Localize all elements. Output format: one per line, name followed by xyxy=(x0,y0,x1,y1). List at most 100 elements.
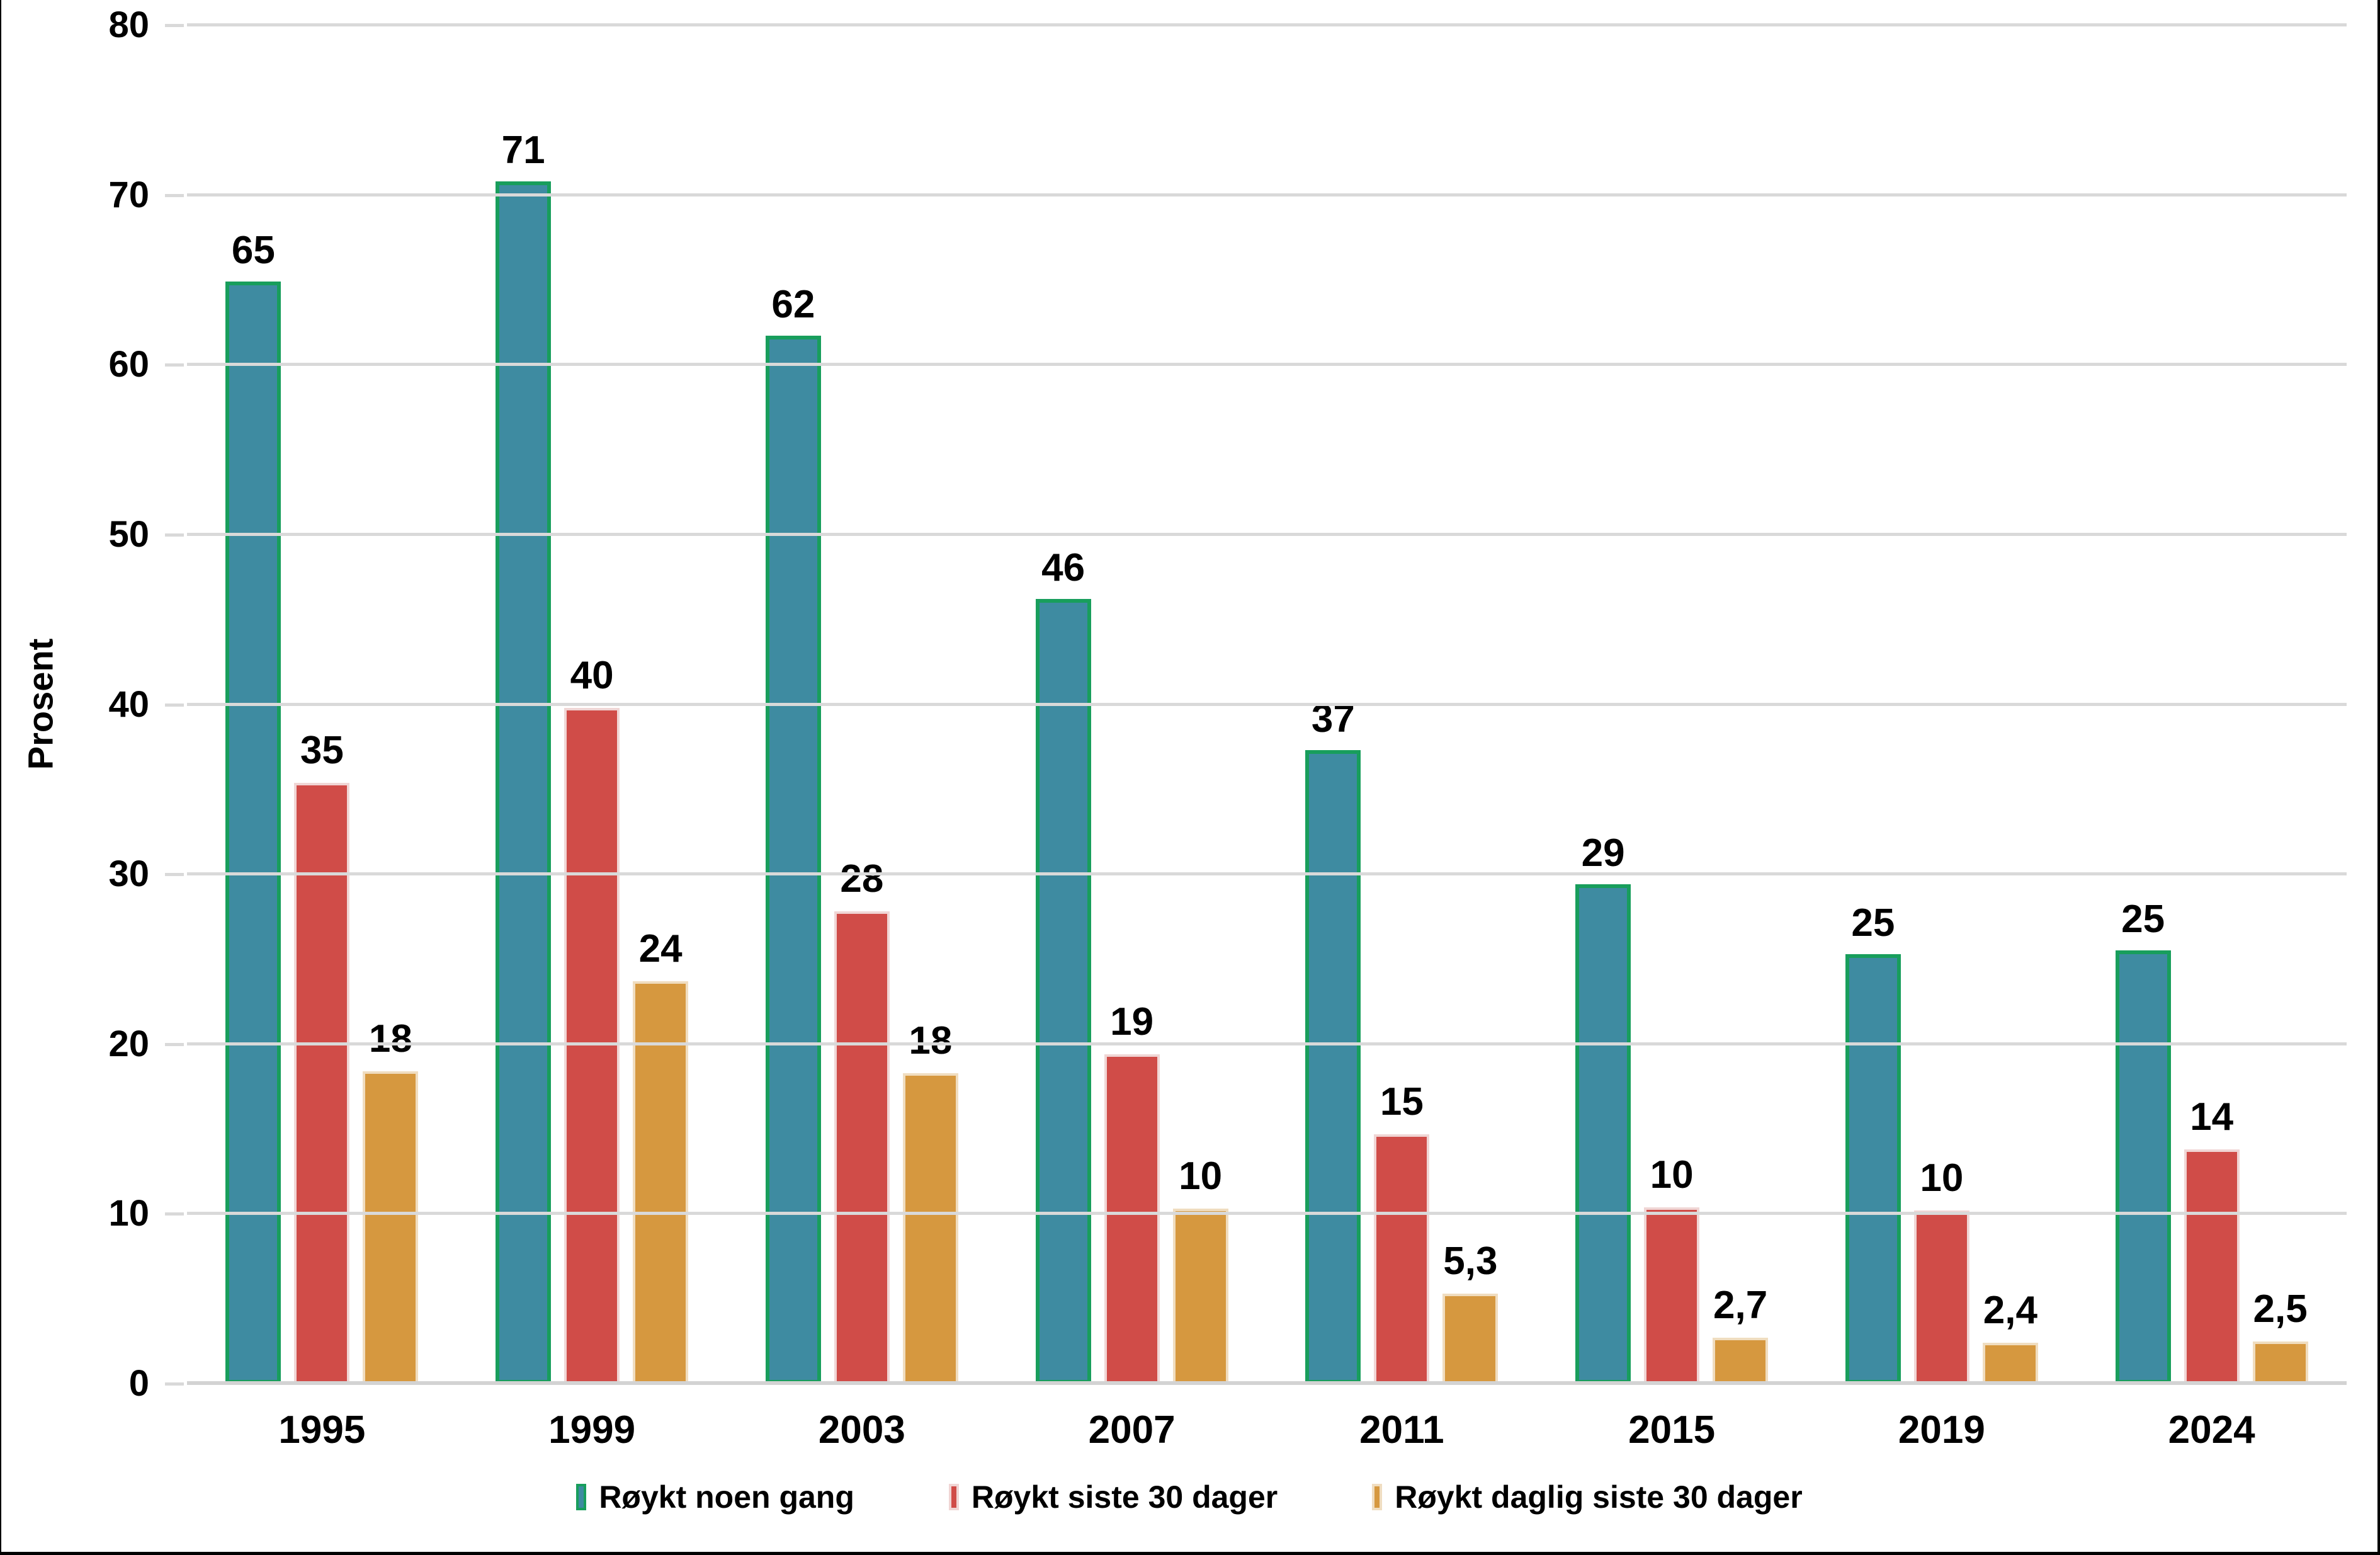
bar-r-ykt-siste-30-dager-2011: 15 xyxy=(1374,1082,1430,1384)
x-axis-label-2024: 2024 xyxy=(2168,1408,2255,1452)
bar-r-ykt-noen-gang-1999: 71 xyxy=(496,131,552,1384)
x-axis-label-2015: 2015 xyxy=(1628,1408,1716,1452)
bar-value-label-r-ykt-daglig-siste-30-dager-2019: 2,4 xyxy=(1983,1289,2037,1333)
gridline-70 xyxy=(187,193,2347,197)
y-axis-tick-10 xyxy=(165,1212,184,1216)
bar-value-label-r-ykt-siste-30-dager-2003: 28 xyxy=(840,857,884,901)
bar-r-ykt-siste-30-dager-2003: 28 xyxy=(834,860,890,1384)
y-tick-label-30: 30 xyxy=(108,853,149,895)
bar-value-label-r-ykt-daglig-siste-30-dager-2011: 5,3 xyxy=(1443,1239,1498,1284)
bar-r-ykt-noen-gang-2003: 62 xyxy=(765,285,821,1384)
bar-value-label-r-ykt-noen-gang-2024: 25 xyxy=(2121,897,2165,942)
y-tick-label-60: 60 xyxy=(108,344,149,385)
bar-value-label-r-ykt-siste-30-dager-2019: 10 xyxy=(1920,1156,1964,1200)
bar-value-label-r-ykt-daglig-siste-30-dager-2015: 2,7 xyxy=(1713,1284,1768,1328)
x-axis-labels: 1995 1999 2003 2007 2011 2015 2019 2024 xyxy=(187,1411,2347,1450)
bar-value-label-r-ykt-siste-30-dager-1995: 35 xyxy=(300,728,344,772)
bar-value-label-r-ykt-siste-30-dager-1999: 40 xyxy=(570,653,614,697)
gridline-40 xyxy=(187,702,2347,706)
gridline-0 xyxy=(187,1381,2347,1385)
bar-value-label-r-ykt-siste-30-dager-2007: 19 xyxy=(1110,1000,1154,1044)
legend-label-r-ykt-siste-30-dager: Røykt siste 30 dager xyxy=(971,1479,1278,1515)
bar-value-label-r-ykt-daglig-siste-30-dager-2024: 2,5 xyxy=(2253,1287,2308,1331)
bar-value-label-r-ykt-daglig-siste-30-dager-2003: 18 xyxy=(909,1018,953,1062)
legend-item-r-ykt-noen-gang: Røykt noen gang xyxy=(576,1481,854,1513)
bar-group-1999: 71 40 24 xyxy=(457,25,727,1384)
bar-r-ykt-noen-gang-2019: 25 xyxy=(1845,903,1901,1384)
bar-group-2024: 25 14 2,5 xyxy=(2077,25,2347,1384)
bar-r-ykt-daglig-siste-30-dager-2024: 2,5 xyxy=(2252,1289,2308,1384)
y-axis-tick-30 xyxy=(165,873,184,877)
bar-group-1995: 65 35 18 xyxy=(187,25,457,1384)
bar-value-label-r-ykt-siste-30-dager-2024: 14 xyxy=(2190,1095,2234,1139)
bar-r-ykt-siste-30-dager-1999: 40 xyxy=(564,656,620,1384)
legend: Røykt noen gang Røykt siste 30 dager Røykt… xyxy=(1,1481,2377,1513)
bar-r-ykt-siste-30-dager-2019: 10 xyxy=(1913,1158,1969,1384)
gridline-80 xyxy=(187,23,2347,26)
legend-item-r-ykt-daglig-siste-30-dager: Røykt daglig siste 30 dager xyxy=(1372,1479,1803,1515)
gridline-30 xyxy=(187,872,2347,876)
bar-value-label-r-ykt-siste-30-dager-2011: 15 xyxy=(1380,1079,1424,1124)
x-axis-label-2007: 2007 xyxy=(1088,1408,1176,1452)
bar-r-ykt-daglig-siste-30-dager-1995: 18 xyxy=(363,1019,419,1384)
bar-group-2003: 62 28 18 xyxy=(727,25,997,1384)
bar-r-ykt-noen-gang-1995: 65 xyxy=(225,231,281,1384)
bar-value-label-r-ykt-noen-gang-2003: 62 xyxy=(771,283,815,327)
legend-label-r-ykt-noen-gang: Røykt noen gang xyxy=(599,1479,854,1515)
bar-r-ykt-noen-gang-2011: 37 xyxy=(1305,700,1361,1384)
gridline-50 xyxy=(187,532,2347,536)
bar-r-ykt-noen-gang-2007: 46 xyxy=(1035,549,1091,1384)
bar-value-label-r-ykt-noen-gang-2011: 37 xyxy=(1311,697,1355,741)
bar-group-2007: 46 19 10 xyxy=(997,25,1267,1384)
y-axis-tick-70 xyxy=(165,193,184,197)
bar-r-ykt-daglig-siste-30-dager-2007: 10 xyxy=(1172,1157,1228,1384)
y-axis-tick-20 xyxy=(165,1042,184,1046)
bar-value-label-r-ykt-noen-gang-1995: 65 xyxy=(231,229,275,273)
bar-r-ykt-daglig-siste-30-dager-2003: 18 xyxy=(902,1021,958,1384)
x-axis-label-2011: 2011 xyxy=(1359,1408,1444,1452)
bar-value-label-r-ykt-noen-gang-1999: 71 xyxy=(501,128,545,173)
gridline-20 xyxy=(187,1042,2347,1045)
bar-group-2019: 25 10 2,4 xyxy=(1807,25,2077,1384)
legend-swatch-r-ykt-daglig-siste-30-dager xyxy=(1372,1484,1383,1510)
bar-r-ykt-noen-gang-2024: 25 xyxy=(2115,900,2171,1384)
bar-r-ykt-daglig-siste-30-dager-2015: 2,7 xyxy=(1713,1286,1769,1384)
bar-r-ykt-daglig-siste-30-dager-2011: 5,3 xyxy=(1442,1242,1499,1384)
y-axis-tick-0 xyxy=(165,1382,184,1386)
y-axis-tick-50 xyxy=(165,533,184,537)
gridline-60 xyxy=(187,363,2347,367)
x-axis-label-1999: 1999 xyxy=(548,1408,636,1452)
bar-r-ykt-noen-gang-2015: 29 xyxy=(1575,834,1631,1384)
x-axis-label-1995: 1995 xyxy=(278,1408,366,1452)
y-tick-label-70: 70 xyxy=(108,174,149,215)
bar-value-label-r-ykt-noen-gang-2019: 25 xyxy=(1851,901,1895,945)
bar-value-label-r-ykt-noen-gang-2007: 46 xyxy=(1041,546,1085,590)
bar-group-2015: 29 10 2,7 xyxy=(1537,25,1807,1384)
bar-r-ykt-siste-30-dager-2015: 10 xyxy=(1644,1155,1700,1384)
y-axis-tick-40 xyxy=(165,703,184,707)
y-tick-label-40: 40 xyxy=(108,683,149,725)
bar-r-ykt-daglig-siste-30-dager-2019: 2,4 xyxy=(1982,1291,2038,1384)
legend-swatch-r-ykt-noen-gang xyxy=(576,1484,587,1510)
y-tick-label-50: 50 xyxy=(108,513,149,555)
y-tick-label-80: 80 xyxy=(108,4,149,45)
legend-swatch-r-ykt-siste-30-dager xyxy=(948,1484,959,1510)
x-axis-label-2003: 2003 xyxy=(818,1408,905,1452)
y-axis-tick-60 xyxy=(165,363,184,367)
bar-r-ykt-siste-30-dager-2024: 14 xyxy=(2184,1097,2240,1384)
bar-groups: 65 35 18 71 40 24 62 28 18 46 19 10 37 15 5,3 29 10 2,7 25… xyxy=(187,25,2347,1384)
x-axis-label-2019: 2019 xyxy=(1898,1408,1985,1452)
bar-r-ykt-daglig-siste-30-dager-1999: 24 xyxy=(633,930,689,1384)
y-tick-label-20: 20 xyxy=(108,1023,149,1064)
y-axis-tick-80 xyxy=(165,24,184,27)
y-tick-label-10: 10 xyxy=(108,1193,149,1234)
y-tick-label-0: 0 xyxy=(128,1363,149,1404)
bar-value-label-r-ykt-siste-30-dager-2015: 10 xyxy=(1650,1153,1694,1197)
bar-r-ykt-siste-30-dager-2007: 19 xyxy=(1104,1002,1160,1384)
bar-value-label-r-ykt-daglig-siste-30-dager-2007: 10 xyxy=(1179,1154,1223,1199)
bar-value-label-r-ykt-daglig-siste-30-dager-1999: 24 xyxy=(638,927,683,971)
legend-item-r-ykt-siste-30-dager: Røykt siste 30 dager xyxy=(948,1479,1278,1515)
bar-value-label-r-ykt-daglig-siste-30-dager-1995: 18 xyxy=(368,1017,412,1061)
legend-label-r-ykt-daglig-siste-30-dager: Røykt daglig siste 30 dager xyxy=(1395,1479,1803,1515)
